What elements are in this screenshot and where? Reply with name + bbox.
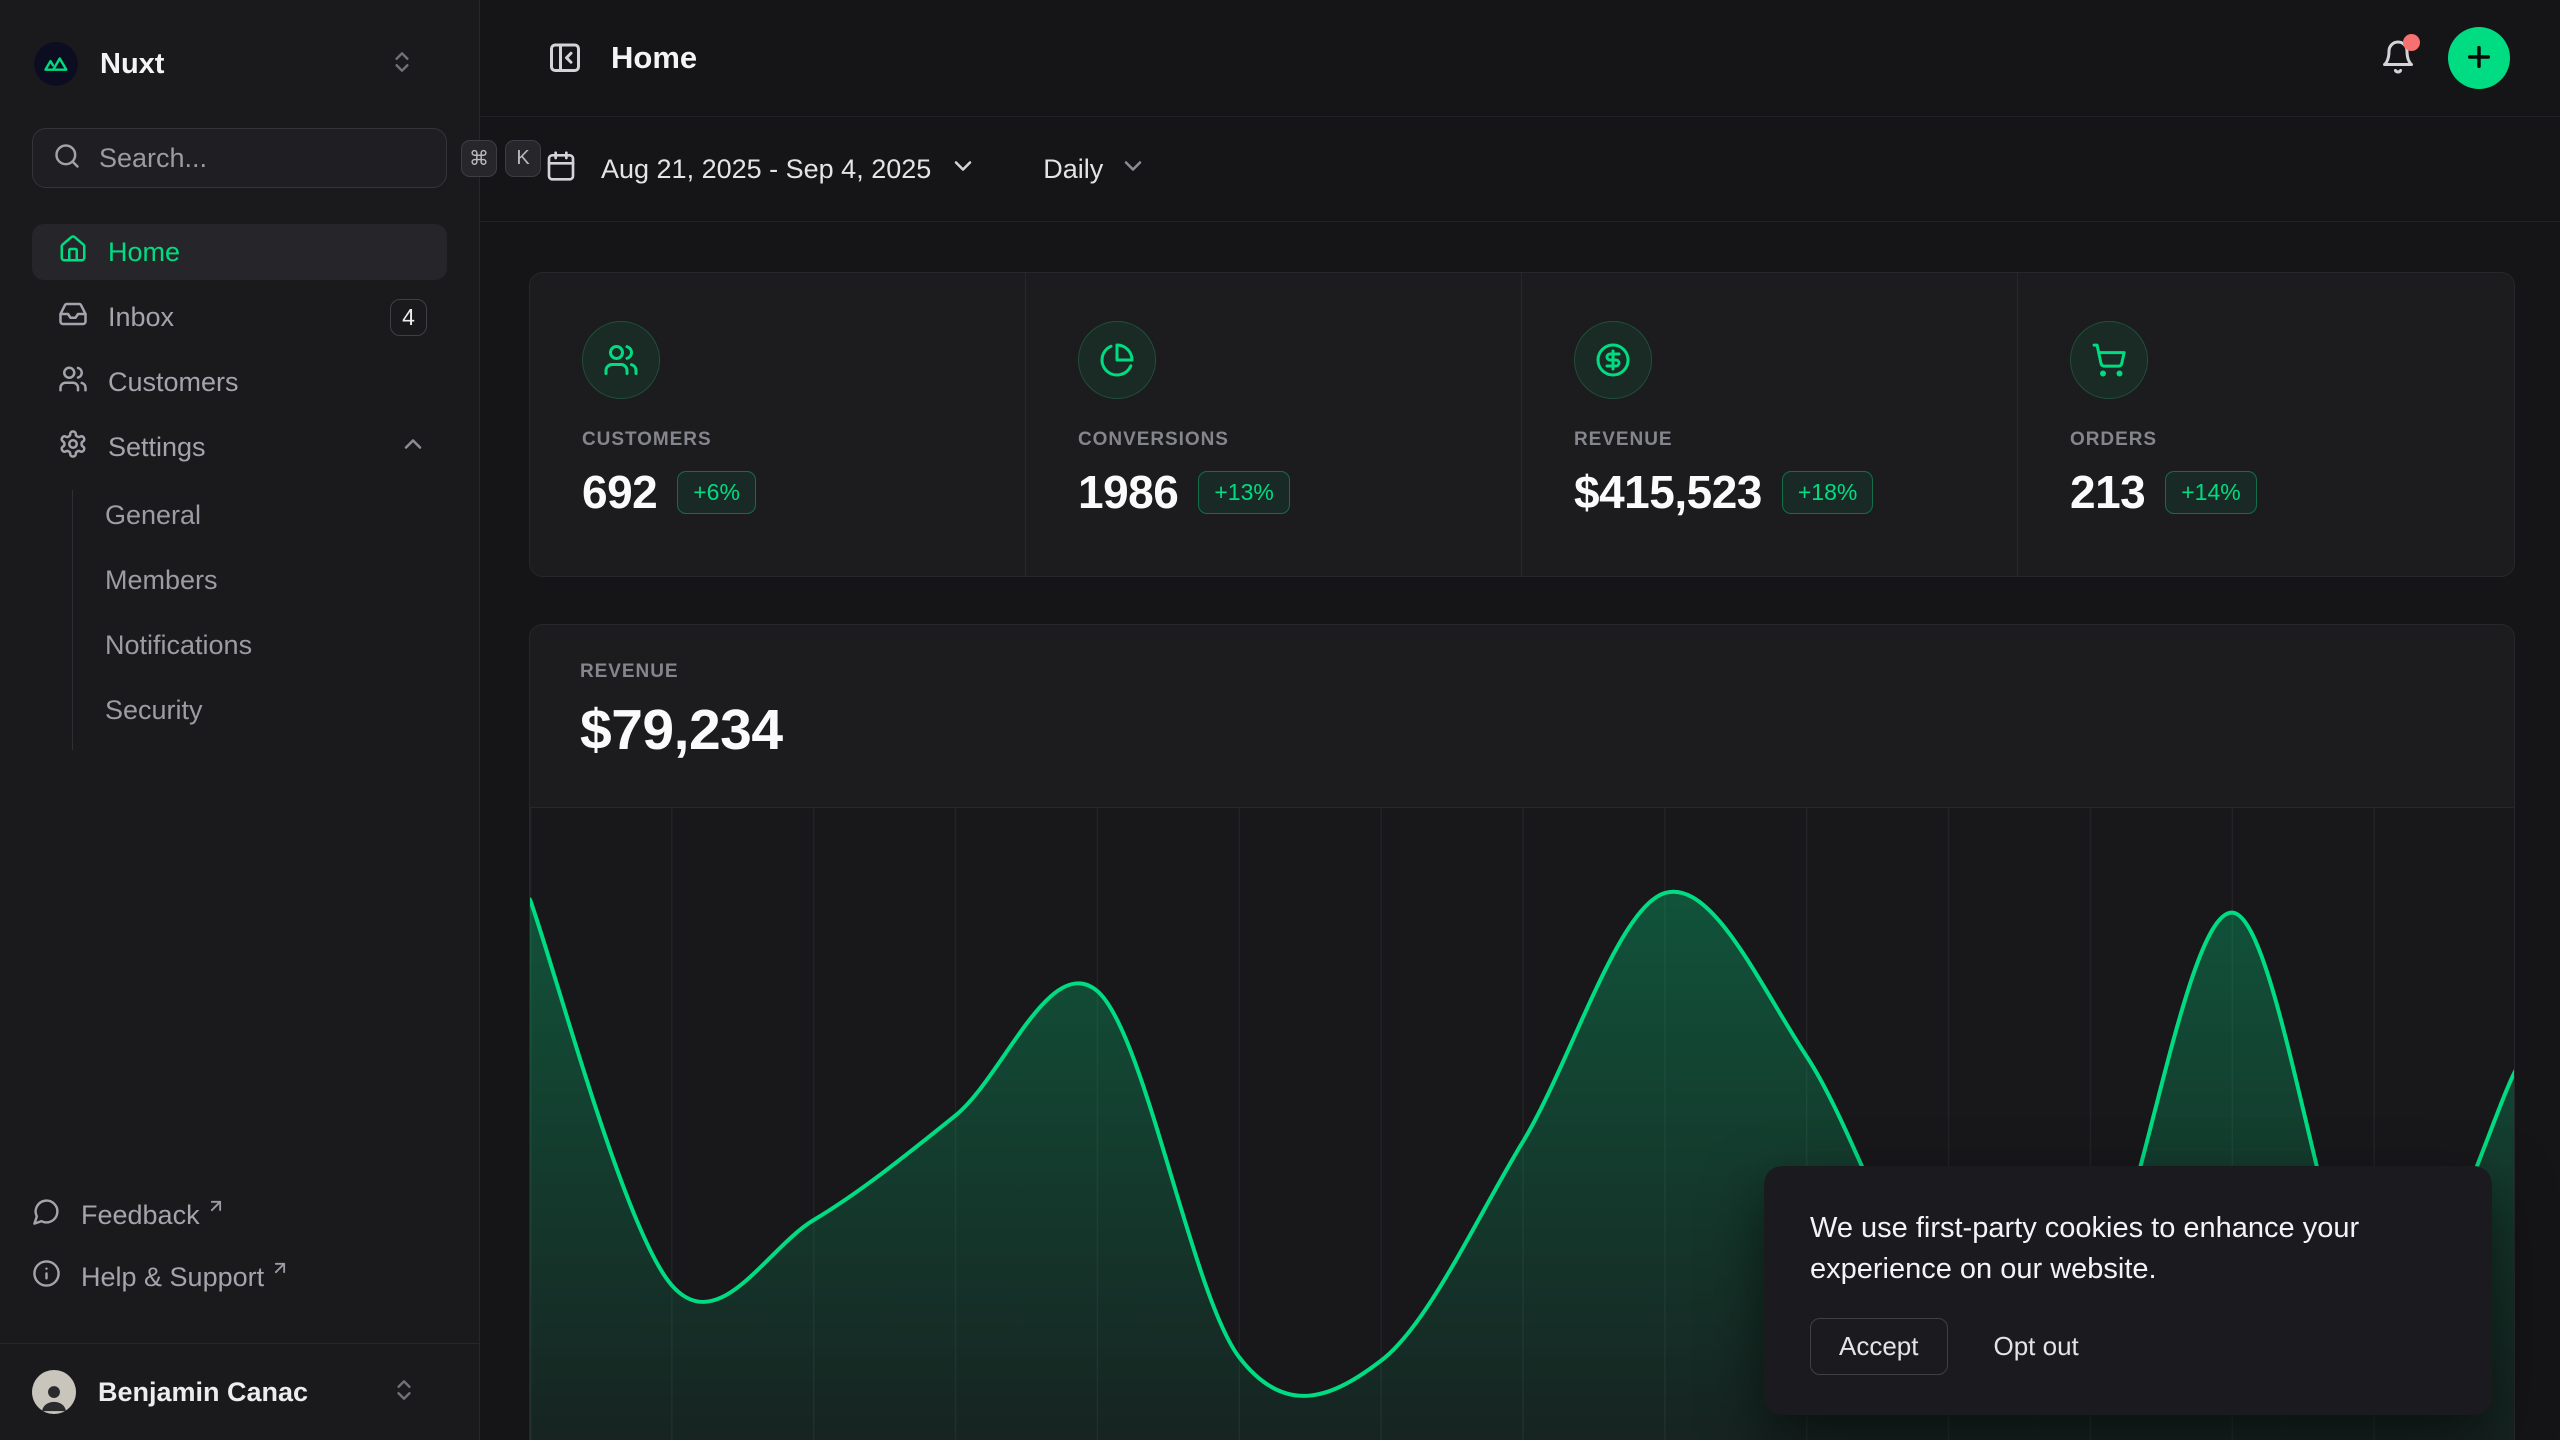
chevrons-up-down-icon: [391, 1377, 417, 1408]
chevron-up-icon: [399, 430, 427, 465]
sidebar-item-inbox[interactable]: Inbox 4: [32, 289, 447, 345]
stat-value: 213: [2070, 466, 2146, 518]
arrow-up-right-icon: [206, 1192, 246, 1223]
sidebar-item-customers[interactable]: Customers: [32, 354, 447, 410]
sidebar: Nuxt ⌘ K: [0, 0, 541, 1440]
sidebar-spacer: [32, 750, 447, 1193]
users-icon: [582, 321, 660, 399]
cookie-accept-button[interactable]: Accept: [1810, 1318, 1948, 1375]
help-support-link[interactable]: Help & Support: [32, 1255, 447, 1299]
collapse-sidebar-button[interactable]: [545, 38, 585, 78]
kbd-meta: ⌘: [461, 139, 497, 177]
chevron-down-icon: [949, 152, 977, 187]
notification-dot: [2403, 34, 2420, 51]
user-menu[interactable]: Benjamin Canac: [32, 1344, 447, 1440]
stat-card-orders[interactable]: ORDERS 213 +14%: [2018, 273, 2514, 576]
cookie-banner: We use first-party cookies to enhance yo…: [1764, 1166, 2492, 1415]
sidebar-item-label: Notifications: [105, 629, 253, 660]
sidebar-item-home[interactable]: Home: [32, 224, 447, 280]
revenue-chart: [530, 807, 2514, 1440]
search-input[interactable]: [99, 142, 453, 174]
stat-label: ORDERS: [2070, 429, 2157, 450]
kbd-k: K: [505, 139, 541, 177]
page-content: CUSTOMERS 692 +6% CONVERSIONS 1986: [480, 222, 2560, 1440]
main-panel: Home: [480, 0, 2560, 1440]
granularity-select[interactable]: Daily: [1043, 152, 1147, 187]
chevron-down-icon: [1119, 152, 1147, 187]
arrow-up-right-icon: [270, 1254, 310, 1285]
sidebar-item-label: Inbox: [108, 301, 175, 332]
search-icon: [53, 142, 81, 175]
stat-card-customers[interactable]: CUSTOMERS 692 +6%: [530, 273, 1026, 576]
page-title: Home: [611, 40, 698, 75]
avatar: [32, 1370, 76, 1414]
sidebar-item-settings[interactable]: Settings: [32, 419, 447, 475]
users-icon: [58, 364, 88, 401]
sidebar-item-label: Settings: [108, 431, 206, 462]
stat-card-conversions[interactable]: CONVERSIONS 1986 +13%: [1026, 273, 1522, 576]
revenue-chart-label: REVENUE: [580, 661, 679, 682]
sidebar-footer-links: Feedback Help & Support: [32, 1193, 447, 1343]
sidebar-item-label: Security: [105, 694, 203, 725]
stat-delta-badge: +6%: [677, 470, 756, 514]
sidebar-item-label: Members: [105, 564, 218, 595]
stat-label: REVENUE: [1574, 429, 1673, 450]
inbox-count-badge: 4: [390, 298, 427, 336]
workspace-switcher[interactable]: Nuxt: [32, 0, 447, 128]
stats-grid: CUSTOMERS 692 +6% CONVERSIONS 1986: [529, 272, 2515, 577]
sidebar-item-label: General: [105, 499, 202, 530]
gear-icon: [58, 429, 88, 466]
page-header: Home: [480, 0, 2560, 117]
sidebar-item-notifications[interactable]: Notifications: [105, 620, 447, 670]
stat-value: 692: [582, 466, 658, 518]
stat-label: CONVERSIONS: [1078, 429, 1229, 450]
stat-value: $415,523: [1574, 466, 1762, 518]
revenue-chart-value: $79,234: [580, 698, 783, 762]
workspace-name: Nuxt: [100, 47, 165, 80]
calendar-icon: [545, 150, 577, 189]
panel-left-close-icon: [547, 39, 583, 78]
pie-chart-icon: [1078, 321, 1156, 399]
user-name: Benjamin Canac: [98, 1376, 309, 1407]
home-icon: [58, 234, 88, 271]
feedback-label: Feedback: [81, 1199, 200, 1230]
stat-delta-badge: +13%: [1198, 470, 1290, 514]
sidebar-nav: Home Inbox 4 C: [32, 224, 447, 750]
sidebar-item-general[interactable]: General: [105, 490, 447, 540]
message-bubble-icon: [32, 1197, 81, 1233]
feedback-link[interactable]: Feedback: [32, 1193, 447, 1237]
filters-toolbar: Aug 21, 2025 - Sep 4, 2025 Daily: [480, 117, 2560, 222]
stat-card-revenue[interactable]: REVENUE $415,523 +18%: [1522, 273, 2018, 576]
settings-submenu: General Members Notifications Security: [72, 490, 447, 750]
inbox-icon: [58, 299, 88, 336]
plus-icon: [2463, 41, 2495, 76]
sidebar-item-members[interactable]: Members: [105, 555, 447, 605]
stat-delta-badge: +14%: [2165, 470, 2257, 514]
sidebar-item-label: Customers: [108, 366, 239, 397]
dollar-circle-icon: [1574, 321, 1652, 399]
nuxt-logo-icon: [34, 42, 78, 86]
sidebar-divider: [0, 1343, 479, 1344]
add-button[interactable]: [2448, 27, 2510, 89]
granularity-label: Daily: [1043, 153, 1104, 184]
cookie-message: We use first-party cookies to enhance yo…: [1810, 1212, 2360, 1285]
stat-delta-badge: +18%: [1781, 470, 1874, 514]
cart-icon: [2070, 321, 2148, 399]
sidebar-item-security[interactable]: Security: [105, 685, 447, 735]
stat-label: CUSTOMERS: [582, 429, 712, 450]
chevrons-up-down-icon: [389, 49, 415, 80]
stat-value: 1986: [1078, 466, 1179, 518]
sidebar-item-label: Home: [108, 236, 181, 267]
help-support-label: Help & Support: [81, 1261, 265, 1292]
cookie-optout-button[interactable]: Opt out: [1993, 1331, 2079, 1361]
bell-icon: [2380, 39, 2416, 78]
date-range-picker[interactable]: Aug 21, 2025 - Sep 4, 2025: [545, 150, 977, 189]
date-range-label: Aug 21, 2025 - Sep 4, 2025: [601, 153, 932, 184]
notifications-button[interactable]: [2370, 30, 2426, 86]
search-box[interactable]: ⌘ K: [32, 128, 541, 188]
info-circle-icon: [32, 1259, 81, 1295]
